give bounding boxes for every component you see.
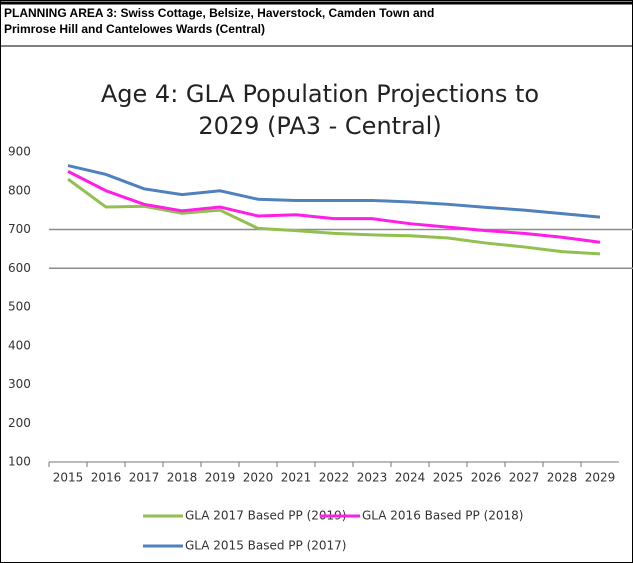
series-line <box>67 164 601 219</box>
x-tick-label: 2022 <box>319 471 350 485</box>
y-tick-label: 500 <box>8 300 31 314</box>
header-title: Primrose Hill and Cantelowes Wards (Cent… <box>4 22 265 36</box>
x-tick-label: 2020 <box>243 471 274 485</box>
y-tick-label: 900 <box>8 145 31 159</box>
y-tick-label: 100 <box>8 455 31 469</box>
x-tick-label: 2023 <box>357 471 388 485</box>
x-tick-label: 2018 <box>167 471 198 485</box>
y-tick-label: 300 <box>8 377 31 391</box>
y-tick-label: 700 <box>8 222 31 236</box>
legend-label: GLA 2015 Based PP (2017) <box>185 539 346 553</box>
x-tick-label: 2021 <box>281 471 312 485</box>
x-tick-label: 2017 <box>129 471 160 485</box>
x-tick-label: 2027 <box>509 471 540 485</box>
x-tick-label: 2016 <box>91 471 122 485</box>
x-tick-label: 2025 <box>433 471 464 485</box>
x-tick-label: 2015 <box>53 471 84 485</box>
y-tick-label: 800 <box>8 183 31 197</box>
x-tick-label: 2024 <box>395 471 426 485</box>
series-line <box>67 170 601 244</box>
x-tick-label: 2026 <box>471 471 502 485</box>
y-tick-label: 400 <box>8 338 31 352</box>
y-tick-label: 600 <box>8 261 31 275</box>
x-tick-label: 2029 <box>585 471 616 485</box>
header-title: PLANNING AREA 3: Swiss Cottage, Belsize,… <box>4 6 434 20</box>
legend-label: GLA 2016 Based PP (2018) <box>362 509 523 523</box>
chart-title: Age 4: GLA Population Projections to <box>101 80 539 108</box>
legend-label: GLA 2017 Based PP (2019) <box>185 509 346 523</box>
y-tick-label: 200 <box>8 416 31 430</box>
chart-title: 2029 (PA3 - Central) <box>198 112 441 140</box>
x-tick-label: 2028 <box>547 471 578 485</box>
series-line <box>67 177 601 256</box>
x-tick-label: 2019 <box>205 471 236 485</box>
